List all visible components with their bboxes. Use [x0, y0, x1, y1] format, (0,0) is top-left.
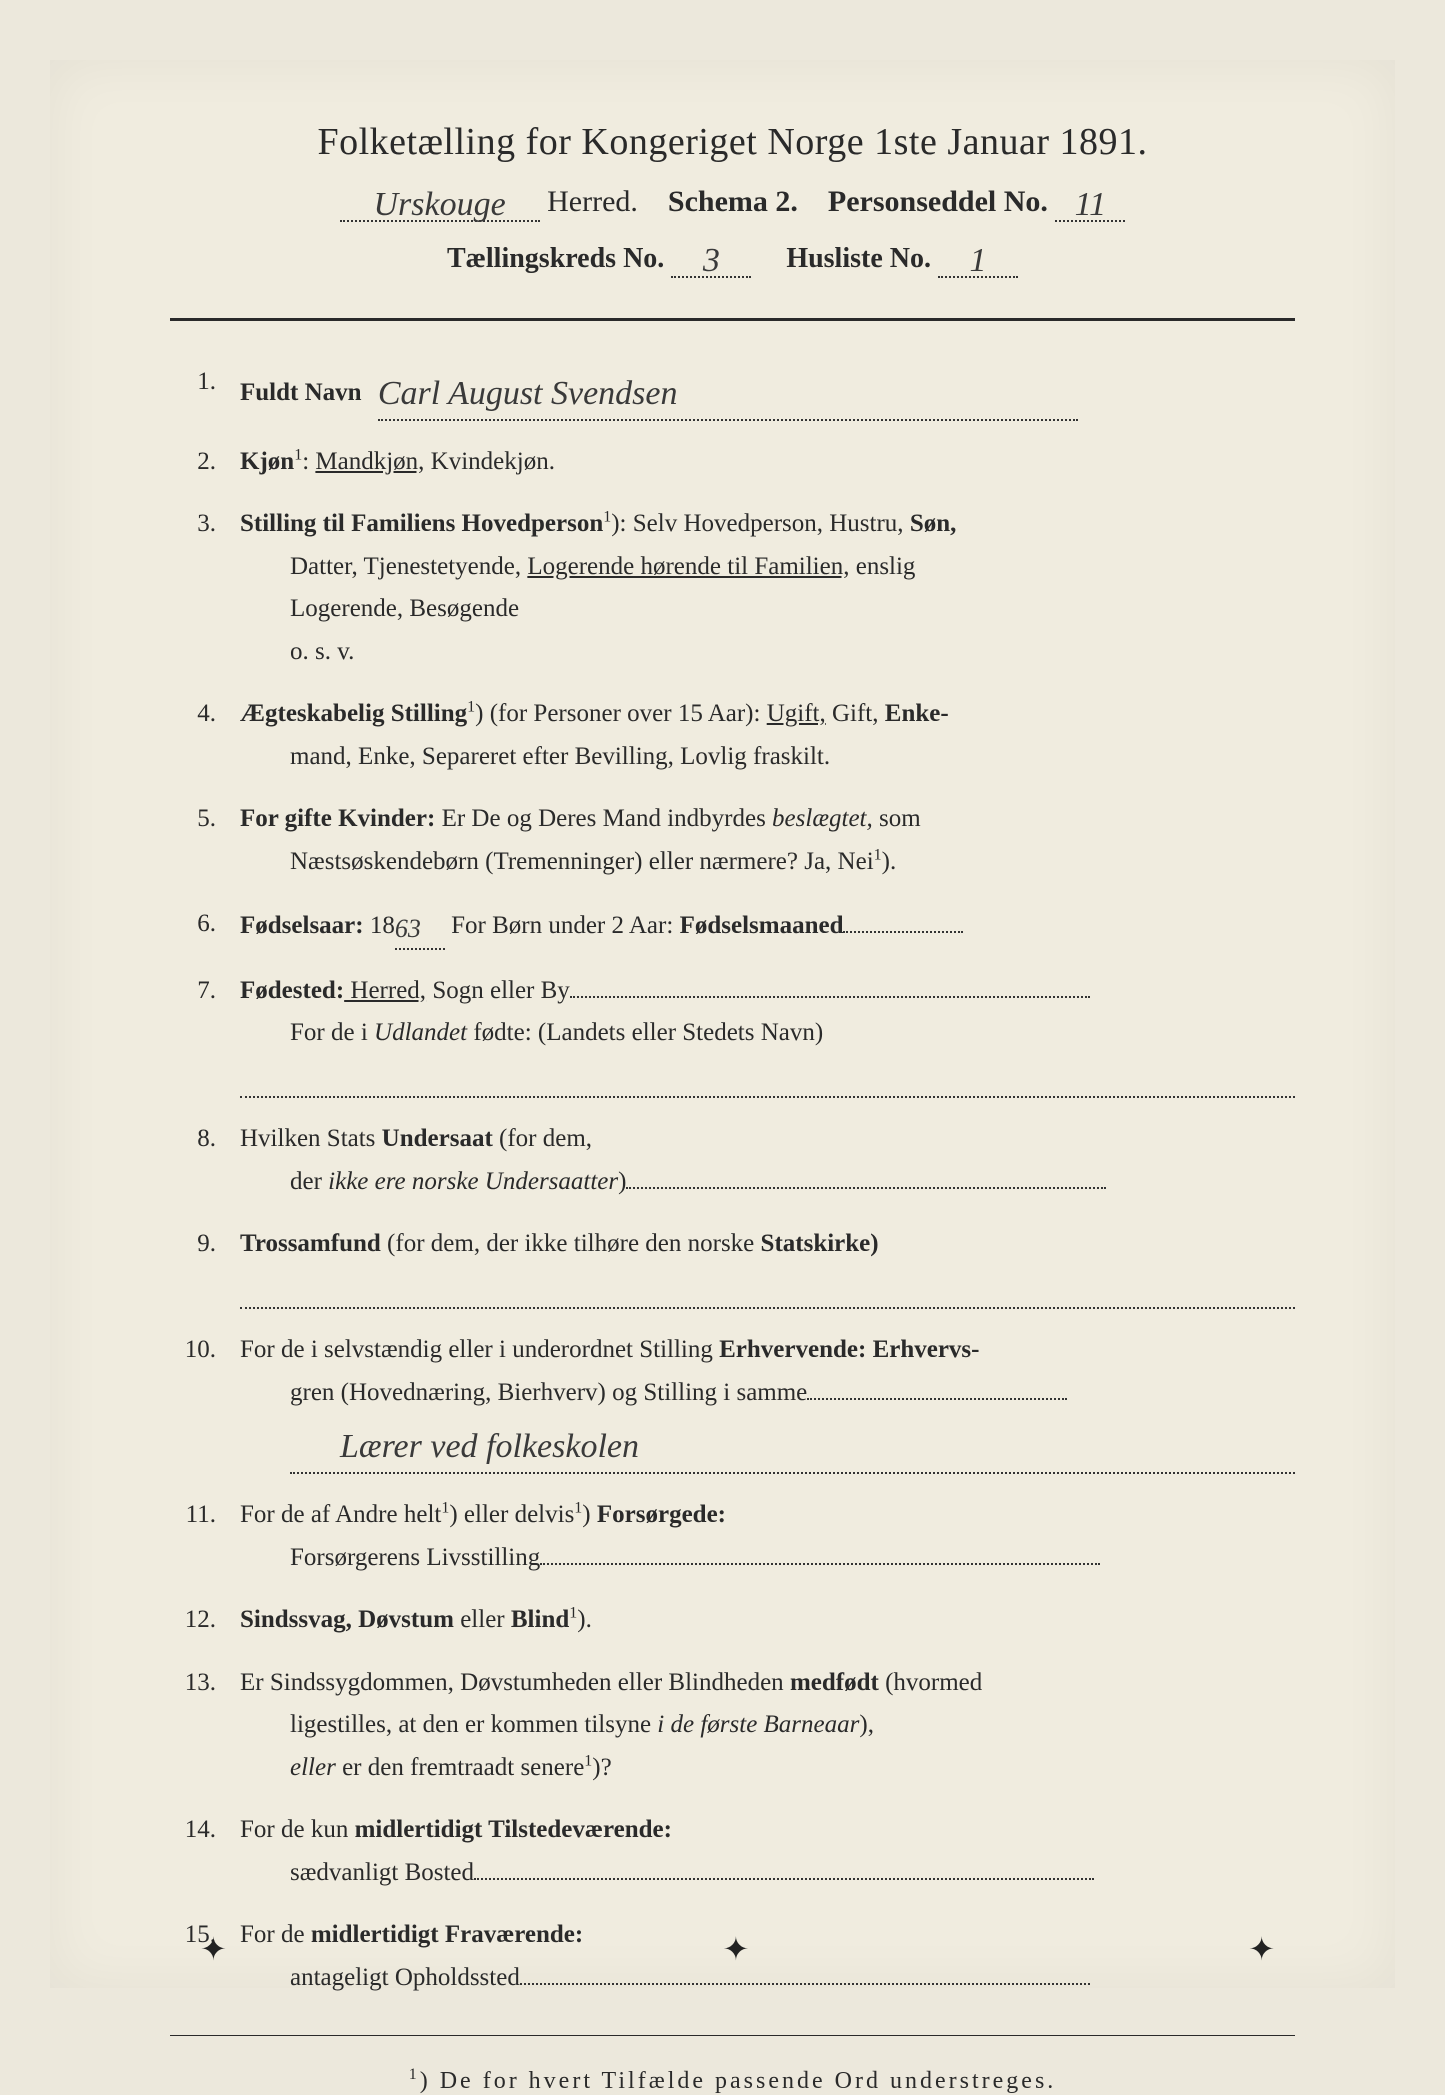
item-number: 9. [170, 1223, 240, 1309]
item-number: 8. [170, 1118, 240, 1203]
item-7: 7. Fødested: Herred, Sogn eller By For d… [170, 970, 1295, 1099]
item-label: Trossamfund [240, 1230, 381, 1257]
header-line-2: Urskouge Herred. Schema 2. Personseddel … [170, 182, 1295, 222]
husliste-label: Husliste No. [786, 243, 931, 274]
item-number: 14. [170, 1809, 240, 1894]
item-3: 3. Stilling til Familiens Hovedperson1):… [170, 503, 1295, 673]
form-items: 1. Fuldt Navn Carl August Svendsen 2. Kj… [170, 361, 1295, 1999]
item-14: 14. For de kun midlertidigt Tilstedevære… [170, 1809, 1295, 1894]
item-label: Fødested: [240, 977, 344, 1004]
item-number: 13. [170, 1662, 240, 1790]
footnote: 1) De for hvert Tilfælde passende Ord un… [170, 2066, 1295, 2095]
kreds-no: 3 [703, 242, 720, 279]
item-label: Kjøn [240, 448, 294, 475]
page-marker-icon: ✦ [200, 1930, 227, 1968]
birth-year-hand: 63 [395, 914, 421, 943]
name-handwritten: Carl August Svendsen [378, 375, 678, 412]
header-line-3: Tællingskreds No. 3 Husliste No. 1 [170, 238, 1295, 278]
item-label: Fuldt Navn [240, 379, 362, 406]
item-number: 6. [170, 903, 240, 950]
personseddel-label: Personseddel No. [828, 185, 1048, 218]
herred-handwritten: Urskouge [374, 186, 506, 223]
item-number: 1. [170, 361, 240, 421]
item-12: 12. Sindssvag, Døvstum eller Blind1). [170, 1599, 1295, 1642]
item-13: 13. Er Sindssygdommen, Døvstumheden elle… [170, 1662, 1295, 1790]
occupation-handwritten: Lærer ved folkeskolen [340, 1428, 639, 1465]
item-number: 7. [170, 970, 240, 1099]
census-form-page: Folketælling for Kongeriget Norge 1ste J… [50, 60, 1395, 1988]
dotted-blank [240, 1061, 1295, 1099]
item-8: 8. Hvilken Stats Undersaat (for dem, der… [170, 1118, 1295, 1203]
page-marker-icon: ✦ [723, 1930, 750, 1968]
item-2: 2. Kjøn1: Mandkjøn, Kvindekjøn. [170, 441, 1295, 484]
herred-label: Herred. [547, 185, 638, 218]
item-number: 2. [170, 441, 240, 484]
header-rule [170, 318, 1295, 321]
option-selected: Mandkjøn, [315, 448, 424, 475]
item-5: 5. For gifte Kvinder: Er De og Deres Man… [170, 798, 1295, 883]
dotted-blank [240, 1272, 1295, 1310]
item-number: 4. [170, 693, 240, 778]
husliste-no: 1 [970, 242, 987, 279]
item-11: 11. For de af Andre helt1) eller delvis1… [170, 1494, 1295, 1579]
item-1: 1. Fuldt Navn Carl August Svendsen [170, 361, 1295, 421]
item-4: 4. Ægteskabelig Stilling1) (for Personer… [170, 693, 1295, 778]
kreds-label: Tællingskreds No. [447, 243, 664, 274]
item-number: 11. [170, 1494, 240, 1579]
item-label: Ægteskabelig Stilling [240, 700, 467, 727]
item-label: Fødselsaar: [240, 912, 364, 939]
page-marker-icon: ✦ [1248, 1930, 1275, 1968]
item-10: 10. For de i selvstændig eller i underor… [170, 1329, 1295, 1474]
item-number: 12. [170, 1599, 240, 1642]
footnote-rule [170, 2035, 1295, 2036]
item-9: 9. Trossamfund (for dem, der ikke tilhør… [170, 1223, 1295, 1309]
item-label: Stilling til Familiens Hovedperson [240, 510, 603, 537]
item-6: 6. Fødselsaar: 1863 For Børn under 2 Aar… [170, 903, 1295, 950]
schema-label: Schema 2. [668, 185, 798, 218]
item-number: 5. [170, 798, 240, 883]
item-label: Sindssvag, Døvstum [240, 1606, 454, 1633]
item-number: 10. [170, 1329, 240, 1474]
option-text: Kvindekjøn. [431, 448, 555, 475]
personseddel-no: 11 [1075, 186, 1106, 223]
page-title: Folketælling for Kongeriget Norge 1ste J… [170, 120, 1295, 164]
item-label: For gifte Kvinder: [240, 805, 435, 832]
item-number: 3. [170, 503, 240, 673]
